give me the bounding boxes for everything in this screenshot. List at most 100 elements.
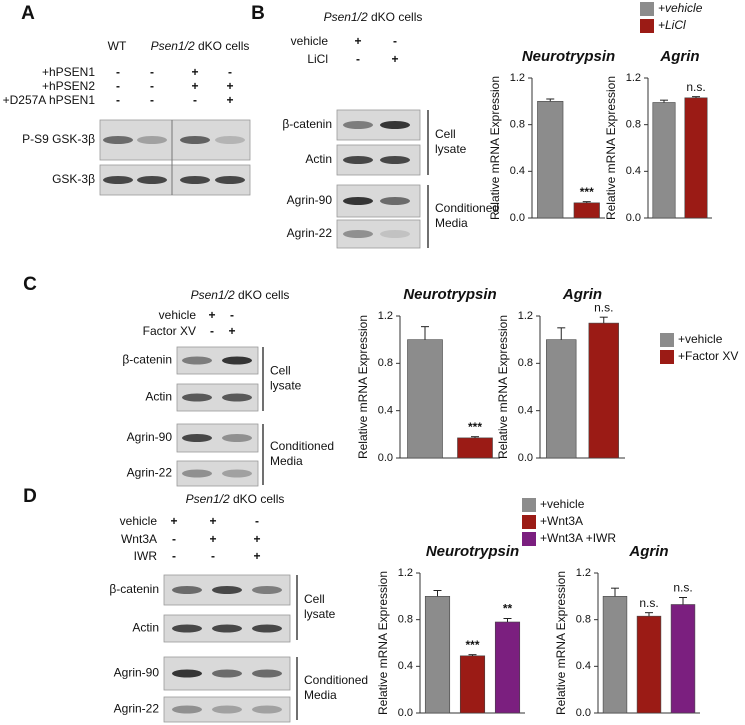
bar (424, 596, 451, 714)
treatment-sign: + (191, 65, 198, 79)
annotation: *** (468, 420, 482, 434)
error-bar (692, 96, 700, 98)
blot-label: Agrin-90 (287, 193, 333, 207)
band (180, 136, 210, 144)
error-bar (660, 99, 668, 103)
band (103, 136, 133, 144)
bar (573, 202, 600, 219)
blot (176, 460, 259, 487)
cells-line: Psen1/2 (191, 288, 235, 302)
bar (602, 596, 628, 714)
legend-swatch (660, 333, 674, 347)
treatment-sign: + (191, 79, 198, 93)
band (172, 705, 202, 714)
error-bar (679, 597, 687, 605)
treatment-sign: + (209, 532, 216, 546)
band (212, 705, 242, 714)
band (222, 469, 252, 478)
group-label: lysate (304, 607, 336, 621)
blot-label: Actin (145, 390, 172, 404)
band (380, 197, 410, 205)
group-label: lysate (270, 379, 302, 393)
y-tick-label: 0.0 (518, 452, 533, 464)
band (172, 669, 202, 678)
y-tick-label: 1.2 (626, 72, 641, 84)
error-bar (546, 98, 555, 102)
band (252, 669, 282, 678)
blot-label: Actin (132, 621, 159, 635)
group-label: Media (304, 688, 337, 702)
panel-label: B (251, 3, 265, 24)
treatment-sign: - (116, 93, 120, 107)
band (172, 624, 202, 633)
treatment-sign: + (209, 514, 216, 528)
legend-swatch (522, 515, 536, 529)
y-tick-label: 0.4 (626, 165, 641, 177)
group-label: Media (435, 216, 468, 230)
treatment-label: +D257A hPSEN1 (3, 93, 96, 107)
y-tick-label: 1.2 (398, 567, 413, 579)
band (343, 121, 373, 129)
annotation: ** (503, 602, 513, 616)
y-tick-label: 0.8 (576, 614, 591, 626)
blot-label: Agrin-22 (127, 466, 173, 480)
group-label: Media (270, 454, 303, 468)
treatment-sign: - (116, 65, 120, 79)
bar (494, 621, 521, 714)
blot-label: Actin (305, 152, 332, 166)
bar (588, 322, 619, 459)
y-tick-label: 0.4 (378, 405, 393, 417)
bar (670, 604, 696, 714)
error-bar (421, 326, 429, 340)
header: WT (108, 39, 127, 53)
treatment-sign: - (356, 52, 360, 66)
treatment-sign: - (116, 79, 120, 93)
group-label: Conditioned (270, 439, 334, 453)
group-label: Conditioned (304, 673, 368, 687)
error-bar (433, 590, 442, 597)
treatment-sign: + (170, 514, 177, 528)
band (212, 624, 242, 633)
legend-label: +LiCl (658, 18, 686, 32)
y-tick-label: 0.4 (518, 405, 533, 417)
legend-swatch (522, 532, 536, 546)
y-tick-label: 0.8 (398, 614, 413, 626)
y-tick-label: 0.4 (398, 660, 413, 672)
cells-plain: dKO cells (195, 39, 250, 53)
blot-label: Agrin-90 (127, 430, 173, 444)
legend-swatch (640, 2, 654, 16)
group-label: Cell (304, 592, 325, 606)
y-axis-label: Relative mRNA Expression (554, 571, 568, 715)
treatment-sign: - (210, 324, 214, 338)
panel-label: D (23, 486, 37, 507)
y-tick-label: 0.4 (510, 165, 525, 177)
bar (636, 615, 662, 714)
error-bar (557, 327, 566, 340)
cells-plain: dKO cells (235, 288, 290, 302)
annotation: n.s. (686, 80, 705, 94)
y-tick-label: 0.8 (518, 357, 533, 369)
band (182, 469, 212, 478)
treatment-sign: + (226, 79, 233, 93)
blot-label: β-catenin (109, 582, 159, 596)
blot-label: Agrin-22 (287, 226, 333, 240)
legend-label: +vehicle (540, 497, 585, 511)
blot-label: GSK-3β (52, 172, 95, 186)
band (222, 356, 252, 365)
bar (457, 437, 493, 459)
treatment-sign: - (255, 514, 259, 528)
band (380, 121, 410, 129)
cells-line: Psen1/2 (186, 492, 230, 506)
annotation: n.s. (594, 300, 613, 314)
treatment-label: vehicle (159, 308, 197, 322)
bar (407, 339, 443, 459)
y-tick-label: 0.8 (378, 357, 393, 369)
y-tick-label: 1.2 (576, 567, 591, 579)
treatment-label: +hPSEN2 (42, 79, 95, 93)
legend-label: +vehicle (678, 332, 723, 346)
band (137, 176, 167, 184)
cells-label: Psen1/2 dKO cells (186, 492, 285, 506)
bar (652, 102, 676, 219)
band (252, 586, 282, 594)
treatment-label: LiCl (307, 52, 328, 66)
